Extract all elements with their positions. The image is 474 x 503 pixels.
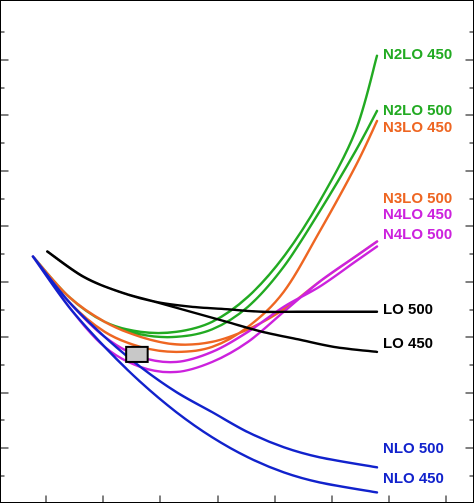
series-label-8: NLO 500 [383,440,444,457]
empirical-box [125,345,149,363]
series-label-4: N4LO 450 [383,206,452,223]
series-line-7 [46,250,379,354]
series-line-3 [31,240,379,346]
series-line-9 [31,255,379,494]
series-label-2: N3LO 450 [383,119,452,136]
series-label-7: LO 450 [383,335,433,352]
series-label-3: N3LO 500 [383,190,452,207]
series-line-1 [31,109,379,339]
series-label-1: N2LO 500 [383,102,452,119]
series-label-5: N4LO 500 [383,226,452,243]
box-layer [125,345,149,363]
series-label-9: NLO 450 [383,470,444,487]
series-label-6: LO 500 [383,301,433,318]
series-line-8 [31,255,379,469]
series-label-0: N2LO 450 [383,46,452,63]
series-line-0 [31,54,379,335]
series-line-2 [31,119,379,354]
series-layer [31,54,379,494]
